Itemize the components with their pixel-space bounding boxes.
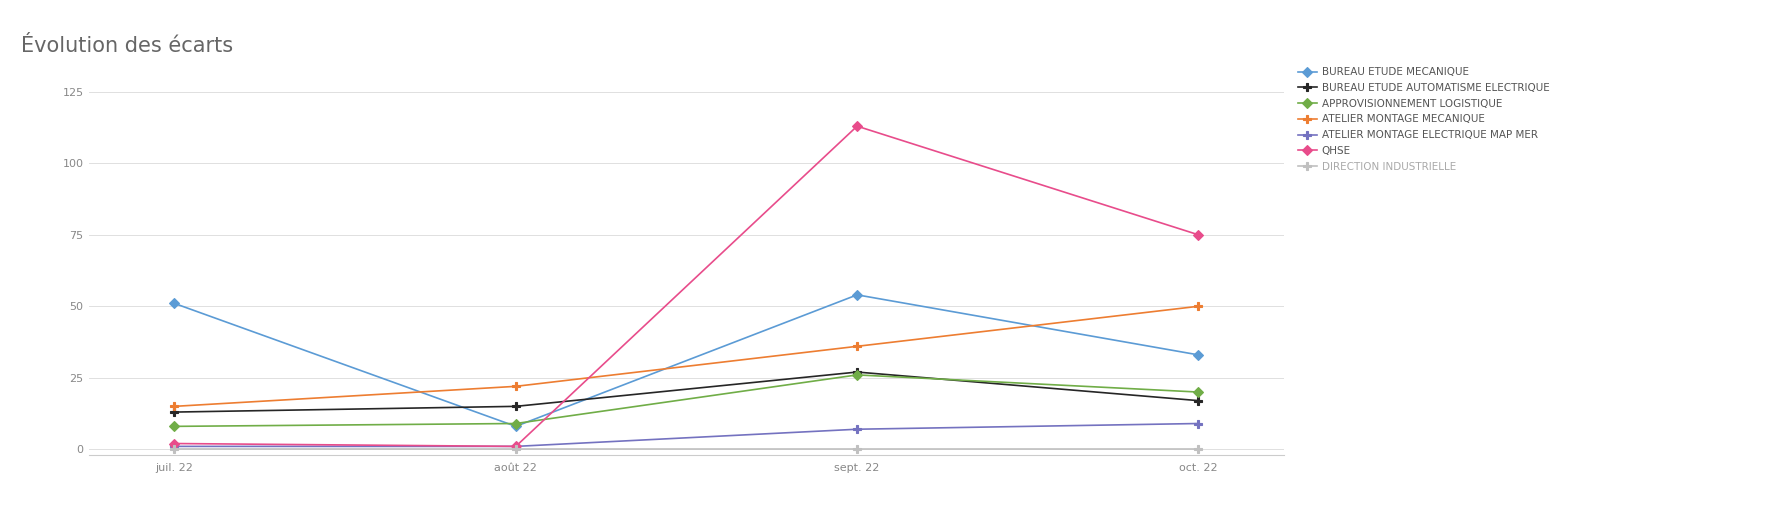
Line: ATELIER MONTAGE MECANIQUE: ATELIER MONTAGE MECANIQUE	[171, 302, 1201, 410]
ATELIER MONTAGE MECANIQUE	[846, 343, 868, 349]
ATELIER MONTAGE MECANIQUE	[1187, 303, 1208, 309]
QHSE	[1187, 232, 1208, 238]
ATELIER MONTAGE ELECTRIQUE MAP MER	[164, 443, 185, 449]
Line: QHSE: QHSE	[171, 123, 1201, 450]
BUREAU ETUDE MECANIQUE	[164, 300, 185, 307]
BUREAU ETUDE AUTOMATISME ELECTRIQUE	[846, 369, 868, 375]
APPROVISIONNEMENT LOGISTIQUE	[164, 423, 185, 430]
BUREAU ETUDE MECANIQUE	[846, 292, 868, 298]
BUREAU ETUDE MECANIQUE	[504, 423, 526, 430]
ATELIER MONTAGE MECANIQUE	[164, 403, 185, 409]
APPROVISIONNEMENT LOGISTIQUE	[1187, 389, 1208, 395]
DIRECTION INDUSTRIELLE	[1187, 446, 1208, 452]
Line: DIRECTION INDUSTRIELLE: DIRECTION INDUSTRIELLE	[171, 445, 1201, 453]
DIRECTION INDUSTRIELLE	[164, 446, 185, 452]
QHSE	[164, 440, 185, 447]
Line: BUREAU ETUDE MECANIQUE: BUREAU ETUDE MECANIQUE	[171, 292, 1201, 430]
ATELIER MONTAGE ELECTRIQUE MAP MER	[504, 443, 526, 449]
QHSE	[504, 443, 526, 449]
DIRECTION INDUSTRIELLE	[846, 446, 868, 452]
BUREAU ETUDE AUTOMATISME ELECTRIQUE	[1187, 398, 1208, 404]
BUREAU ETUDE AUTOMATISME ELECTRIQUE	[504, 403, 526, 409]
Text: Évolution des écarts: Évolution des écarts	[21, 36, 233, 56]
Legend: BUREAU ETUDE MECANIQUE, BUREAU ETUDE AUTOMATISME ELECTRIQUE, APPROVISIONNEMENT L: BUREAU ETUDE MECANIQUE, BUREAU ETUDE AUT…	[1297, 67, 1549, 172]
Line: APPROVISIONNEMENT LOGISTIQUE: APPROVISIONNEMENT LOGISTIQUE	[171, 371, 1201, 430]
ATELIER MONTAGE ELECTRIQUE MAP MER	[1187, 420, 1208, 427]
BUREAU ETUDE AUTOMATISME ELECTRIQUE	[164, 409, 185, 415]
ATELIER MONTAGE MECANIQUE	[504, 383, 526, 389]
DIRECTION INDUSTRIELLE	[504, 446, 526, 452]
APPROVISIONNEMENT LOGISTIQUE	[504, 420, 526, 427]
Line: BUREAU ETUDE AUTOMATISME ELECTRIQUE: BUREAU ETUDE AUTOMATISME ELECTRIQUE	[171, 368, 1201, 416]
APPROVISIONNEMENT LOGISTIQUE	[846, 372, 868, 378]
QHSE	[846, 123, 868, 129]
ATELIER MONTAGE ELECTRIQUE MAP MER	[846, 426, 868, 432]
Line: ATELIER MONTAGE ELECTRIQUE MAP MER: ATELIER MONTAGE ELECTRIQUE MAP MER	[171, 419, 1201, 450]
BUREAU ETUDE MECANIQUE	[1187, 352, 1208, 358]
